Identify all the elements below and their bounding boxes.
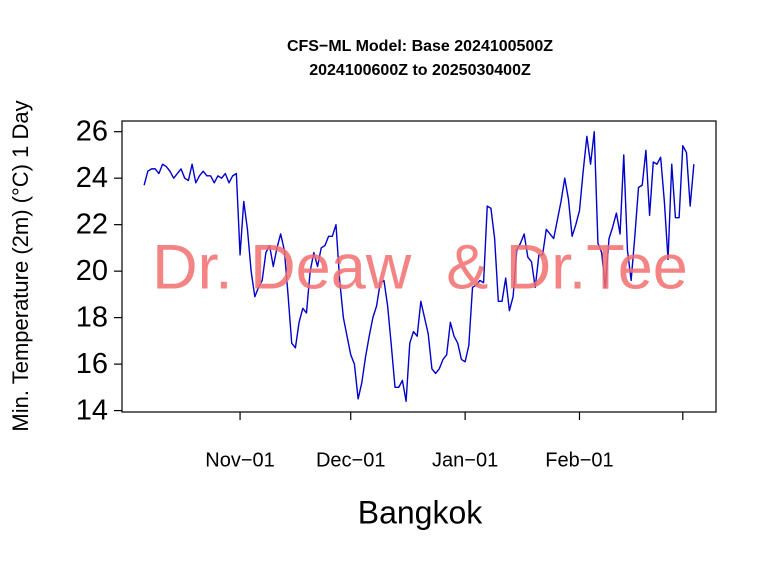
y-axis-label: Min. Temperature (2m) (°C) 1 Day <box>8 100 33 431</box>
y-tick-label: 22 <box>76 208 108 240</box>
series-line <box>143 130 695 403</box>
y-tick-label: 16 <box>76 348 108 380</box>
chart-title: CFS−ML Model: Base 2024100500Z <box>287 38 553 55</box>
y-tick-label: 26 <box>76 115 108 147</box>
watermark: Dr. Deaw & Dr.Tee <box>152 233 688 303</box>
x-tick-label: Dec−01 <box>316 449 386 471</box>
y-tick-label: 18 <box>76 301 108 333</box>
x-tick-label: Feb−01 <box>545 449 613 471</box>
x-axis-label: Bangkok <box>358 494 484 530</box>
y-tick-label: 24 <box>76 162 108 194</box>
chart-subtitle: 2024100600Z to 2025030400Z <box>309 62 531 79</box>
y-tick-label: 14 <box>76 394 108 426</box>
x-tick-label: Jan−01 <box>432 449 498 471</box>
x-tick-label: Nov−01 <box>205 449 275 471</box>
plot-frame <box>121 120 717 413</box>
y-tick-label: 20 <box>76 255 108 287</box>
